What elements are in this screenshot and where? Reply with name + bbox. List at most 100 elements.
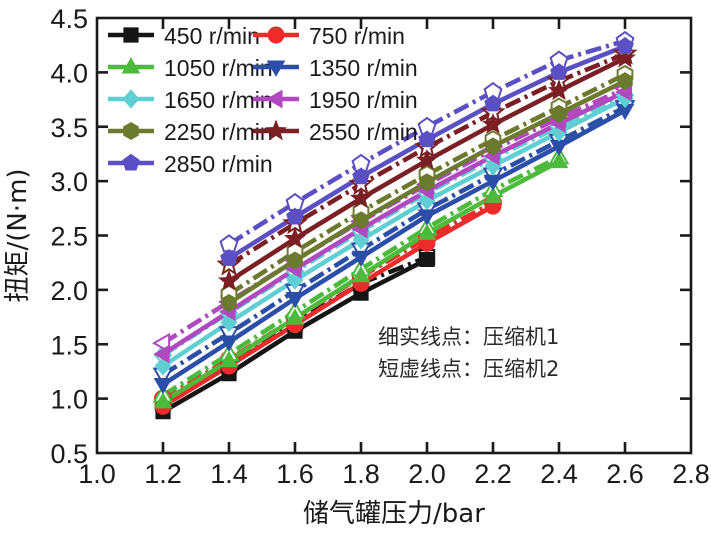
legend-label: 2850 r/min	[164, 151, 273, 177]
legend-item-1650-r-min[interactable]: 1650 r/min	[108, 87, 273, 113]
line-compressor1	[161, 89, 626, 356]
data-point-compressor1	[419, 173, 435, 192]
data-point-compressor1	[350, 186, 372, 208]
data-point-compressor1	[351, 250, 371, 268]
x-tick-label: 1.4	[210, 459, 248, 489]
data-point-compressor1	[417, 223, 437, 240]
legend-marker	[123, 27, 139, 43]
data-point-compressor1	[352, 167, 370, 185]
x-tick-label: 2.4	[540, 459, 578, 489]
x-tick-label: 1.2	[144, 459, 182, 489]
data-point-compressor1	[418, 130, 436, 148]
x-tick-label: 2.8	[672, 459, 710, 489]
chart-legend: 450 r/min 750 r/min 1050 r/min 1350 r/min 16…	[108, 23, 418, 177]
annotation-line: 短虚线点：压缩机2	[378, 357, 559, 381]
data-point-compressor1	[153, 344, 170, 364]
data-point-compressor1	[485, 137, 501, 156]
y-tick-label: 2.5	[50, 222, 88, 252]
data-point-compressor1	[550, 63, 568, 80]
data-point-compressor1	[286, 207, 304, 225]
data-point-compressor1	[549, 151, 569, 169]
data-point-compressor1	[219, 335, 239, 352]
y-tick-label: 3.0	[50, 167, 88, 197]
legend-label: 1350 r/min	[309, 55, 418, 81]
axes-group	[95, 16, 693, 455]
legend-marker	[122, 153, 140, 171]
data-point-compressor1	[617, 72, 633, 91]
legend-item-2850-r-min[interactable]: 2850 r/min	[108, 151, 273, 177]
legend-marker	[122, 89, 140, 109]
data-point-compressor1	[287, 251, 303, 270]
legend-marker	[265, 119, 287, 141]
legend-marker	[267, 26, 285, 44]
line-compressor1	[161, 96, 627, 368]
data-point-compressor1	[483, 186, 503, 203]
legend-item-450-r-min[interactable]: 450 r/min	[108, 23, 260, 49]
data-point-compressor1	[416, 148, 438, 170]
legend-item-2550-r-min[interactable]: 2550 r/min	[253, 119, 418, 145]
data-point-compressor1	[353, 211, 369, 230]
x-tick-label: 1.8	[342, 459, 380, 489]
data-point-compressor1	[548, 79, 570, 101]
x-tick-label: 2.6	[606, 459, 644, 489]
annotation-line: 细实线点：压缩机1	[378, 325, 559, 349]
data-point-compressor2	[285, 192, 305, 211]
data-point-compressor1	[285, 292, 305, 309]
tick-labels-group: 1.0 1.2 1.4 1.6 1.8 2.0 2.2 2.4 2.6 2.80.51.01.52…	[50, 4, 709, 489]
legend-marker	[266, 60, 286, 77]
series-1350-r-min	[161, 105, 627, 387]
legend-item-750-r-min[interactable]: 750 r/min	[253, 23, 405, 49]
data-point-compressor1	[154, 356, 172, 376]
y-tick-label: 1.0	[50, 385, 88, 415]
legend-label: 1950 r/min	[309, 87, 418, 113]
legend-marker	[266, 89, 283, 109]
y-tick-label: 4.0	[50, 58, 88, 88]
y-tick-label: 3.5	[50, 113, 88, 143]
data-point-compressor2	[219, 234, 239, 253]
x-tick-label: 2.0	[408, 459, 446, 489]
data-point-compressor1	[614, 46, 636, 68]
y-tick-label: 1.5	[50, 330, 88, 360]
markers-2250-r-min	[220, 64, 634, 312]
legend-label: 2550 r/min	[309, 119, 418, 145]
data-point-compressor1	[221, 293, 237, 312]
y-tick-label: 2.0	[50, 276, 88, 306]
data-point-compressor1	[153, 377, 173, 395]
axis-titles-group: 储气罐压力/bar 扭矩/(N·m)	[3, 168, 485, 529]
legend-item-1050-r-min[interactable]: 1050 r/min	[108, 55, 273, 81]
data-point-compressor1	[285, 308, 305, 325]
legend-item-1950-r-min[interactable]: 1950 r/min	[253, 87, 418, 113]
y-tick-label: 0.5	[50, 439, 88, 469]
line-compressor1	[161, 204, 495, 409]
markers-1050-r-min	[152, 146, 570, 409]
chart-annotations: 细实线点：压缩机1 短虚线点：压缩机2	[378, 325, 559, 381]
data-point-compressor1	[220, 249, 238, 266]
y-axis-title: 扭矩/(N·m)	[3, 168, 33, 302]
plot-series-group	[151, 30, 638, 420]
data-point-compressor1	[484, 94, 502, 112]
x-axis-title: 储气罐压力/bar	[303, 499, 485, 529]
data-point-compressor1	[218, 269, 240, 291]
data-point-compressor1	[351, 265, 371, 283]
data-point-compressor1	[482, 113, 504, 134]
x-tick-label: 2.2	[474, 459, 512, 489]
data-point-compressor1	[616, 36, 634, 54]
line-compressor1	[161, 108, 627, 387]
data-point-compressor1	[219, 350, 239, 368]
legend-marker	[121, 57, 141, 74]
data-point-compressor1	[419, 251, 435, 268]
legend-label: 450 r/min	[164, 23, 260, 49]
legend-marker	[123, 122, 139, 140]
data-point-compressor1	[284, 227, 306, 249]
line-compressor2	[161, 105, 627, 377]
legend-label: 750 r/min	[309, 23, 405, 49]
x-tick-label: 1.0	[78, 459, 116, 489]
y-tick-label: 4.5	[50, 4, 88, 34]
data-point-compressor1	[153, 392, 173, 409]
data-point-compressor1	[551, 104, 567, 123]
markers-2850-r-min	[219, 30, 635, 266]
legend-item-1350-r-min[interactable]: 1350 r/min	[253, 55, 418, 81]
legend-item-2250-r-min[interactable]: 2250 r/min	[108, 119, 273, 145]
